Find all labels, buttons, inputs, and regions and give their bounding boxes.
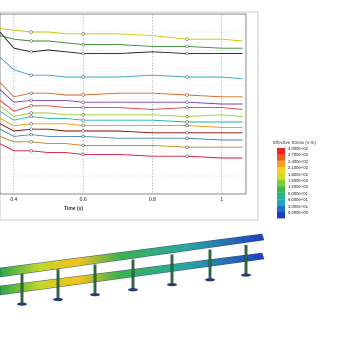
legend-color-cell [277, 186, 285, 193]
data-point [81, 152, 85, 157]
guardrail-post-base [241, 273, 251, 277]
guardrail-post [131, 259, 135, 290]
x-ticks: 0.4 0.6 0.8 1 [10, 197, 223, 203]
guardrail-post [93, 264, 97, 295]
data-point [29, 132, 33, 137]
data-point [185, 114, 189, 119]
x-tick-label: 0.6 [80, 197, 87, 203]
data-point [185, 51, 189, 56]
grid [0, 14, 246, 194]
legend-color-cell [277, 167, 285, 174]
data-point [81, 42, 85, 47]
data-point [81, 75, 85, 79]
data-point [185, 123, 189, 128]
data-point [29, 104, 33, 108]
guardrail-post-base [53, 297, 63, 302]
data-point [185, 105, 189, 110]
legend-label: 2.700e+02 [288, 152, 308, 158]
data-point [81, 100, 85, 104]
guardrail-post-base [90, 293, 100, 297]
data-point [29, 98, 33, 103]
data-point [29, 122, 33, 126]
legend-color-cell [277, 180, 285, 187]
guardrail-post [208, 249, 212, 280]
data-point [185, 44, 189, 49]
legend-color-cell [277, 160, 285, 168]
data-point [29, 127, 33, 131]
data-point [29, 114, 33, 119]
data-point [185, 154, 189, 158]
data-point [81, 129, 85, 133]
legend-color-cell [277, 154, 285, 161]
guardrail-post [244, 244, 248, 276]
data-point [29, 73, 33, 77]
legend-label: 3.000e+02 [288, 146, 308, 151]
series-group [0, 27, 243, 159]
data-point [185, 37, 189, 41]
data-point [29, 30, 33, 34]
guardrail-post-base [167, 283, 177, 287]
legend-color-cell [277, 199, 285, 206]
data-point [185, 131, 189, 135]
legend-label: 1.500e+02 [288, 178, 308, 183]
data-point [185, 145, 189, 149]
data-point [29, 39, 33, 43]
data-point [81, 93, 85, 97]
legend-color-cell [277, 192, 285, 200]
data-point [29, 149, 33, 153]
guardrail-post [56, 269, 60, 300]
x-tick-label: 1 [220, 197, 223, 203]
guardrail-post [170, 254, 174, 285]
legend-label: 1.800e+02 [288, 171, 308, 177]
legend-label: 0.000e+00 [288, 210, 308, 215]
guardrail-post-base [128, 288, 138, 292]
data-point [81, 113, 85, 117]
data-point [29, 91, 33, 95]
legend-title: Effective Stress (v-m) [273, 140, 316, 145]
data-point [81, 134, 85, 139]
legend-color-cell [277, 205, 285, 212]
data-point [81, 105, 85, 110]
legend-label: 3.000e+01 [288, 203, 308, 209]
legend-color-cell [277, 212, 285, 219]
data-point [81, 51, 85, 56]
data-point [81, 32, 85, 36]
legend-label: 9.000e+01 [288, 190, 308, 196]
data-point [29, 50, 33, 54]
x-tick-label: 0.8 [149, 197, 156, 203]
legend-label: 2.100e+02 [288, 165, 308, 171]
guardrail-model [0, 148, 285, 306]
x-tick-label: 0.4 [10, 197, 17, 203]
guardrail-post-base [17, 302, 27, 306]
data-point [185, 120, 189, 124]
upper-rail [0, 233, 265, 278]
data-point [185, 100, 189, 104]
data-point [185, 136, 189, 140]
data-point [81, 123, 85, 128]
data-point [81, 143, 85, 148]
legend-label: 2.400e+02 [288, 158, 308, 164]
data-point [185, 93, 189, 97]
legend-label: 1.200e+02 [288, 184, 308, 190]
data-point [185, 75, 189, 79]
legend-color-cell [277, 173, 285, 180]
legend-color-cell [277, 148, 285, 155]
guardrail-post-base [205, 278, 215, 282]
legend-label: 6.000e+01 [288, 197, 308, 203]
data-point [29, 111, 33, 115]
x-axis-label: Time (s) [64, 206, 84, 212]
guardrail-post [20, 273, 24, 305]
data-point [29, 140, 33, 144]
data-point [81, 118, 85, 122]
